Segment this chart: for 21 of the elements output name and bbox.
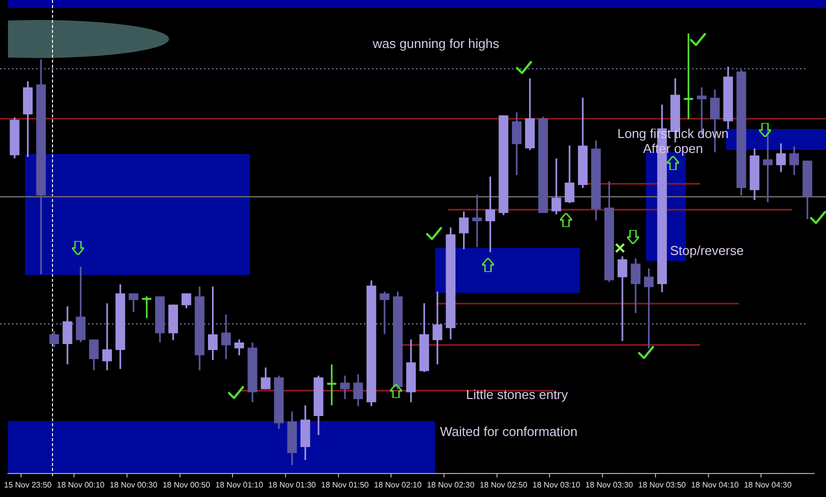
x-tick-label: 18 Nov 01:10 [215,480,264,490]
x-tick-label: 18 Nov 02:50 [480,480,528,490]
x-tick-label: 18 Nov 00:50 [162,480,211,490]
x-tick-label: 18 Nov 03:30 [585,480,634,490]
candlestick [472,194,482,248]
x-tick-label: 18 Nov 03:10 [532,480,581,490]
x-tick-label: 18 Nov 01:50 [321,480,370,490]
annotation: Waited for conformation [440,424,578,439]
candlestick [432,292,442,364]
x-tick-label: 18 Nov 02:30 [426,480,475,490]
candlestick [380,292,390,334]
x-tick-label: 18 Nov 00:10 [56,480,106,490]
x-tick-label: 18 Nov 02:10 [374,480,422,490]
x-tick-label: 18 Nov 04:30 [744,480,792,490]
annotation: Little stones entry [466,387,568,402]
x-tick-label: 15 Nov 23:50 [4,480,52,490]
x-tick-label: 18 Nov 00:30 [110,480,158,490]
x-tick-label: 18 Nov 01:30 [268,480,316,490]
x-tick-label: 18 Nov 04:10 [691,480,740,490]
x-tick-label: 18 Nov 03:50 [638,480,686,490]
annotation: was gunning for highs [372,36,500,51]
